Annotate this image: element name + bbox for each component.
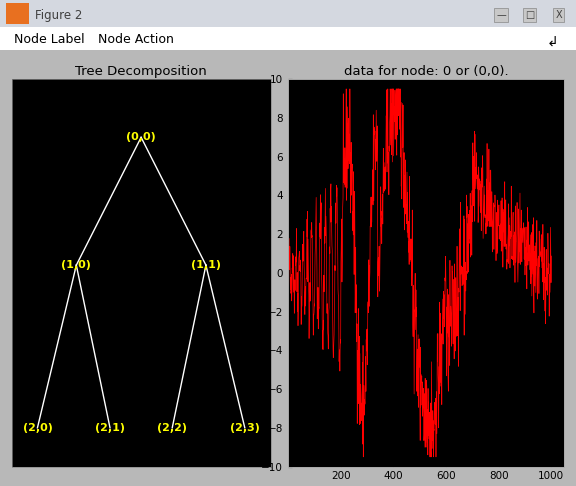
Title: data for node: 0 or (0,0).: data for node: 0 or (0,0). [344, 65, 509, 78]
Text: Node Action: Node Action [98, 33, 174, 46]
Bar [6, 3, 29, 24]
Text: (2,3): (2,3) [230, 423, 260, 433]
Text: (0,0): (0,0) [126, 132, 156, 142]
Text: —: — [497, 10, 506, 20]
Title: Tree Decomposition: Tree Decomposition [75, 65, 207, 78]
Text: (1,0): (1,0) [62, 260, 91, 270]
Text: (2,2): (2,2) [157, 423, 187, 433]
Text: Node Label: Node Label [14, 33, 85, 46]
Text: (2,1): (2,1) [95, 423, 125, 433]
Text: Figure 2: Figure 2 [35, 9, 82, 22]
Text: ↲: ↲ [547, 36, 559, 50]
Text: X: X [555, 10, 562, 20]
Text: (2,0): (2,0) [22, 423, 52, 433]
Text: □: □ [525, 10, 535, 20]
Text: (1,1): (1,1) [191, 260, 221, 270]
